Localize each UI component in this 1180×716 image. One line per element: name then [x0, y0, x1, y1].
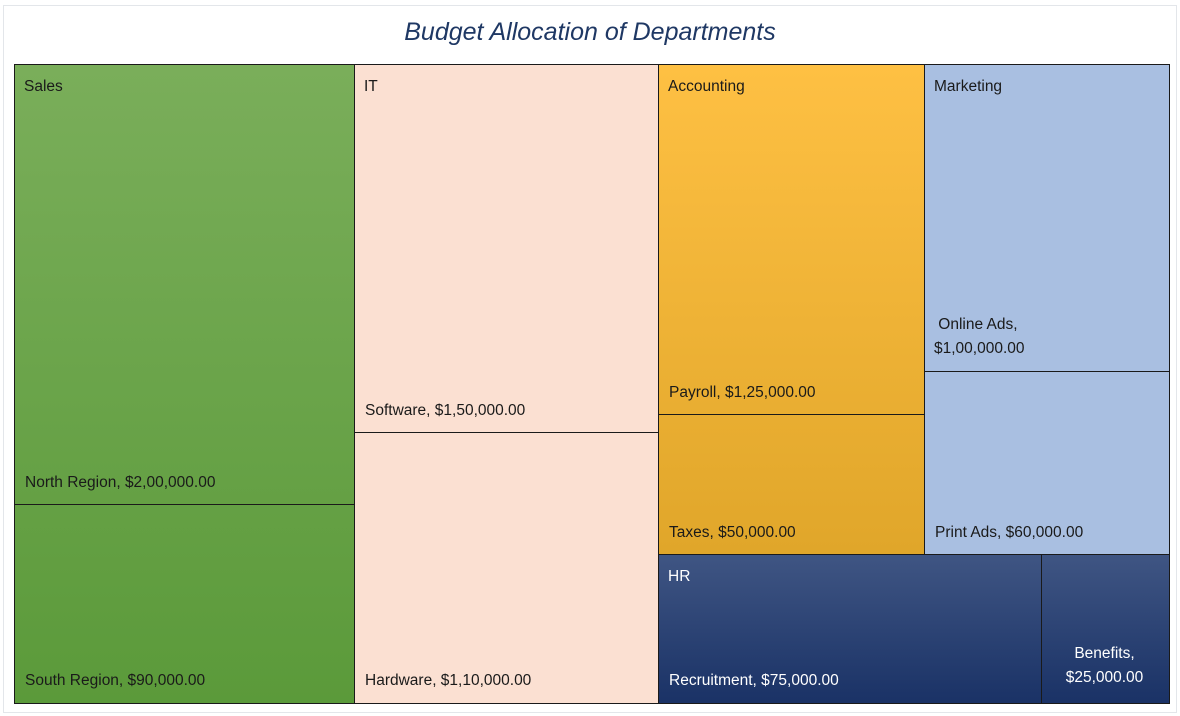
- chart-title: Budget Allocation of Departments: [404, 18, 776, 46]
- leaf-label: Taxes, $50,000.00: [669, 524, 796, 541]
- leaf-label: Print Ads, $60,000.00: [935, 524, 1084, 541]
- leaf-label: Payroll, $1,25,000.00: [669, 384, 816, 401]
- tile-hardware: [354, 432, 660, 704]
- leaf-label: Recruitment, $75,000.00: [669, 672, 839, 689]
- leaf-label: Benefits, $25,000.00: [1065, 645, 1144, 686]
- group-label-marketing: Marketing: [934, 78, 1003, 95]
- tile-online-ads: [924, 64, 1170, 373]
- group-label-accounting: Accounting: [668, 78, 745, 95]
- group-label-sales: Sales: [24, 78, 63, 95]
- leaf-label: Hardware, $1,10,000.00: [365, 672, 532, 689]
- leaf-label: North Region, $2,00,000.00: [25, 474, 216, 491]
- tile-benefits: [1041, 554, 1170, 704]
- tile-north-region: [14, 64, 356, 506]
- tile-print-ads: [924, 371, 1170, 556]
- group-label-hr: HR: [668, 568, 691, 585]
- leaf-label: Online Ads, $1,00,000.00: [934, 316, 1025, 357]
- leaf-label: South Region, $90,000.00: [25, 672, 206, 689]
- group-label-it: IT: [364, 78, 378, 95]
- tile-software: [354, 64, 660, 434]
- chart-frame: [3, 5, 1177, 713]
- tile-payroll: [658, 64, 926, 416]
- leaf-label: Software, $1,50,000.00: [365, 402, 526, 419]
- tile-recruitment: [658, 554, 1043, 704]
- tile-south-region: [14, 504, 356, 704]
